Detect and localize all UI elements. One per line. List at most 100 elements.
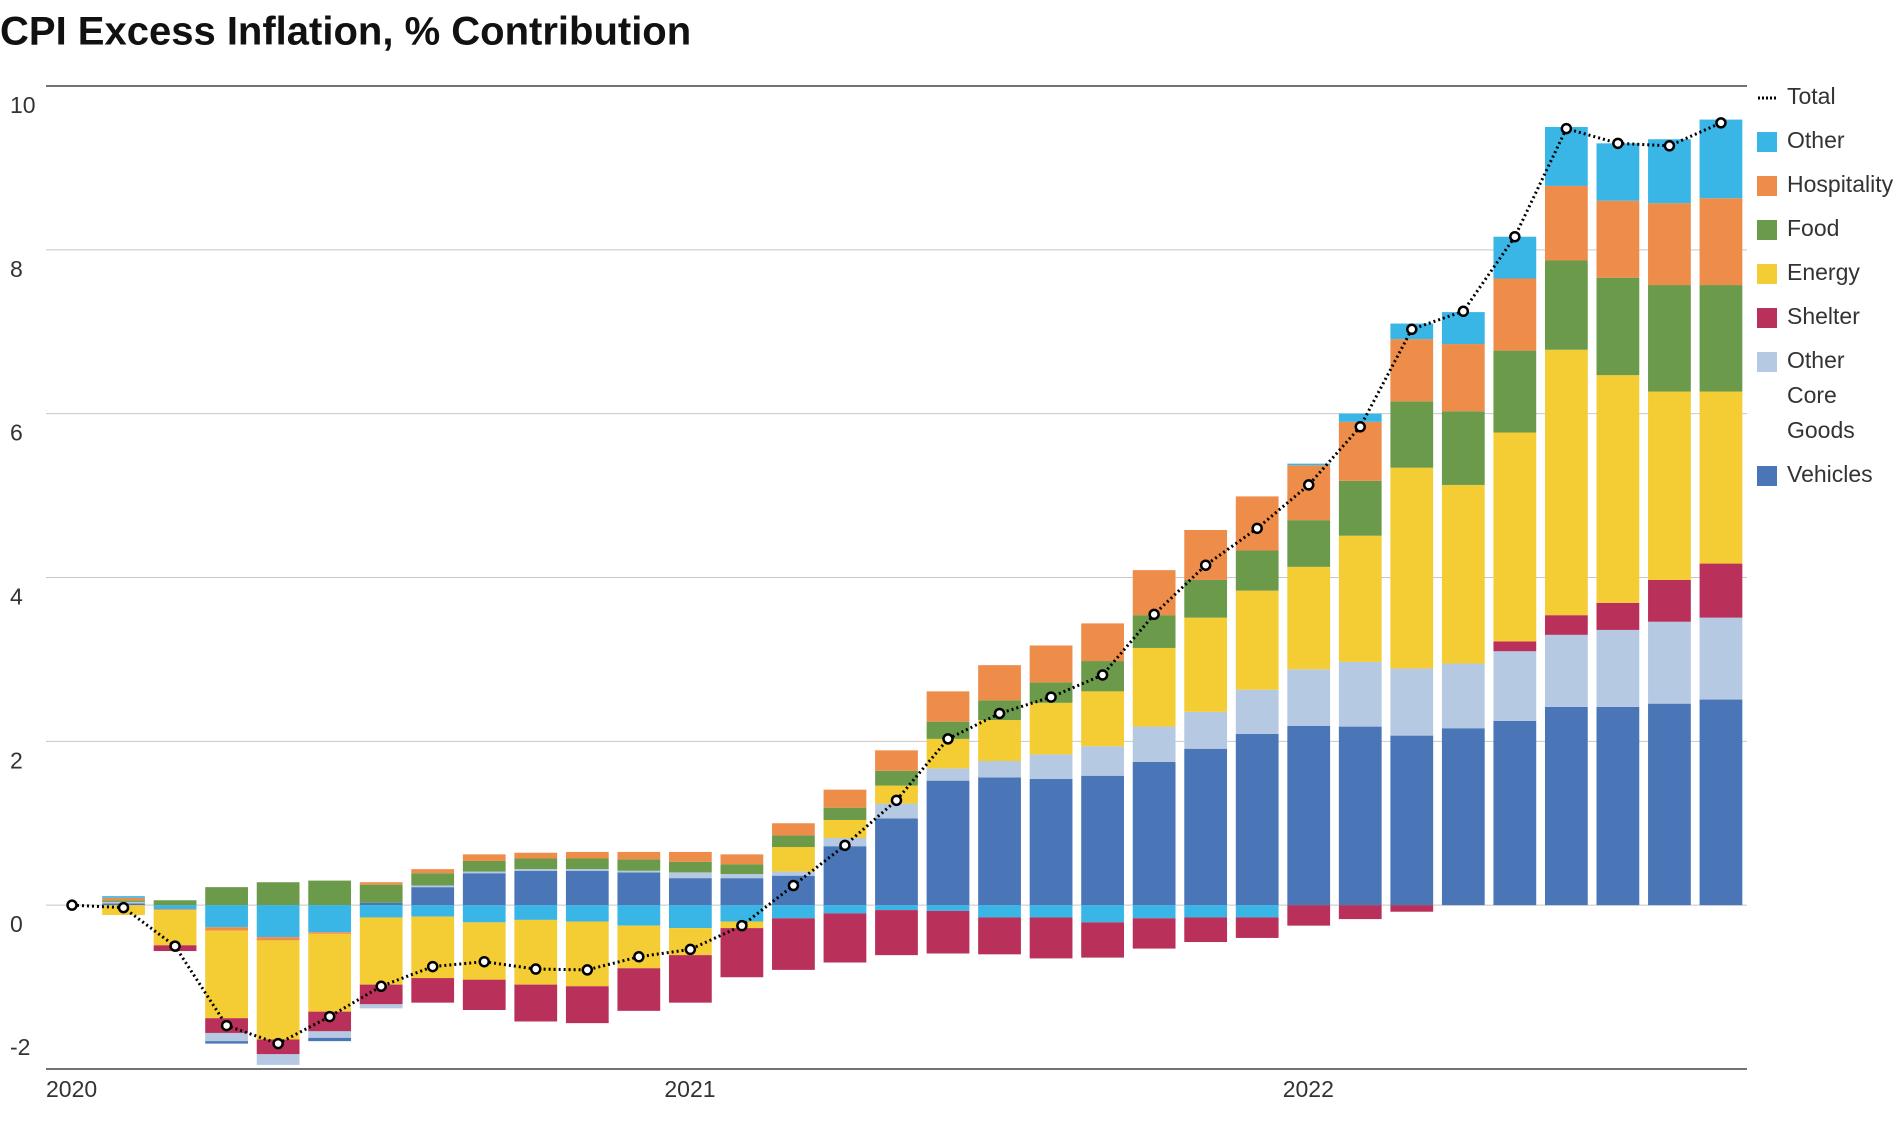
bar-segment <box>359 984 403 1005</box>
bar-segment <box>462 854 506 861</box>
bar-segment <box>978 905 1021 918</box>
bar-segment <box>1493 720 1537 906</box>
total-point <box>1302 479 1315 491</box>
total-point <box>1096 669 1109 681</box>
bar-segment <box>205 1041 248 1044</box>
bar-segment <box>1441 344 1485 412</box>
bar-segment <box>462 979 506 1011</box>
bar-segment <box>668 851 712 862</box>
bar-segment <box>926 780 970 906</box>
total-point <box>1612 137 1624 150</box>
bar-segment <box>668 872 712 879</box>
bar-segment <box>462 922 506 980</box>
bar-segment <box>462 871 506 874</box>
bar-segment <box>1648 579 1691 622</box>
total-point <box>684 943 697 956</box>
bar-segment <box>823 913 867 963</box>
total-point <box>478 955 490 968</box>
bar-segment <box>1699 563 1743 618</box>
total-point <box>1406 323 1418 336</box>
bar-segment <box>772 823 815 836</box>
bar-segment <box>1544 126 1588 186</box>
total-point <box>169 940 181 952</box>
bar-segment <box>1132 726 1176 762</box>
bar-segment <box>926 905 970 911</box>
bar-segment <box>411 905 455 917</box>
bar-segment <box>1699 198 1743 286</box>
bar-segment <box>1287 725 1331 906</box>
total-point <box>1560 122 1573 135</box>
bar-segment <box>875 910 918 956</box>
bar-segment <box>256 905 300 938</box>
bar-segment <box>514 852 558 859</box>
y-tick-label: 2 <box>10 747 23 773</box>
y-tick-label: 0 <box>10 911 23 937</box>
bar-segment <box>1390 668 1434 736</box>
bar-segment <box>1338 413 1382 422</box>
bar-segment <box>102 900 145 902</box>
bar-segment <box>772 847 815 872</box>
total-point <box>839 839 851 852</box>
bar-segment <box>720 854 764 865</box>
bar-segment <box>1648 285 1691 392</box>
bar-segment <box>256 1054 300 1065</box>
bar-segment <box>772 918 815 970</box>
bar-segment <box>668 905 712 929</box>
bar-segment <box>514 905 558 920</box>
bar-segment <box>1287 463 1331 466</box>
total-point <box>942 733 954 745</box>
bar-segment <box>1441 663 1485 729</box>
bar-segment <box>720 928 764 978</box>
y-tick-label: 6 <box>10 420 23 446</box>
total-point <box>66 899 78 911</box>
bar-segment <box>1338 726 1382 906</box>
bar-segment <box>102 897 145 901</box>
bar-segment <box>1184 917 1228 943</box>
bar-segment <box>978 760 1021 778</box>
bar-segment <box>617 851 661 860</box>
legend-item: Food <box>1757 215 1839 241</box>
legend-swatch <box>1757 308 1777 328</box>
total-point <box>117 901 130 914</box>
bar-segment <box>1029 779 1073 906</box>
bar-segment <box>1390 401 1434 468</box>
total-point <box>272 1037 284 1050</box>
legend-item: Other <box>1757 127 1845 153</box>
legend-item: Shelter <box>1757 303 1860 329</box>
legend-label: Other <box>1787 127 1845 153</box>
bar-segment <box>565 851 609 859</box>
bar-segment <box>102 896 145 898</box>
total-point <box>581 964 594 976</box>
bar-segment <box>359 884 403 903</box>
bar-segment <box>359 902 403 906</box>
bar-segment <box>1184 711 1228 749</box>
bar-segment <box>411 978 455 1003</box>
bar-segment <box>1390 735 1434 906</box>
bar-segment <box>1699 119 1743 199</box>
bar-segment <box>462 905 506 923</box>
total-point <box>1509 230 1521 243</box>
legend-swatch <box>1757 264 1777 284</box>
bar-segment <box>565 869 609 871</box>
bar-segment <box>1287 566 1331 670</box>
bar-segment <box>617 968 661 1011</box>
total-point <box>530 963 542 975</box>
bar-segment <box>1029 702 1073 755</box>
bar-segment <box>1596 277 1640 376</box>
bar-segment <box>772 905 815 919</box>
bar-segment <box>1287 520 1331 567</box>
bar-segment <box>1493 350 1537 433</box>
bar-segment <box>1544 260 1588 350</box>
bar-segment <box>1029 905 1073 918</box>
legend-label: Hospitality <box>1787 171 1894 197</box>
bar-segment <box>1596 143 1640 201</box>
bar-segment <box>926 768 970 781</box>
y-tick-label: 4 <box>10 584 23 610</box>
bar-segment <box>668 878 712 906</box>
bar-segment <box>1441 411 1485 485</box>
bar-segment <box>411 873 455 886</box>
bar-segment <box>411 885 455 888</box>
legend-item: Energy <box>1757 259 1860 285</box>
legend-label: Food <box>1787 215 1839 241</box>
bar-segment <box>1235 733 1279 906</box>
